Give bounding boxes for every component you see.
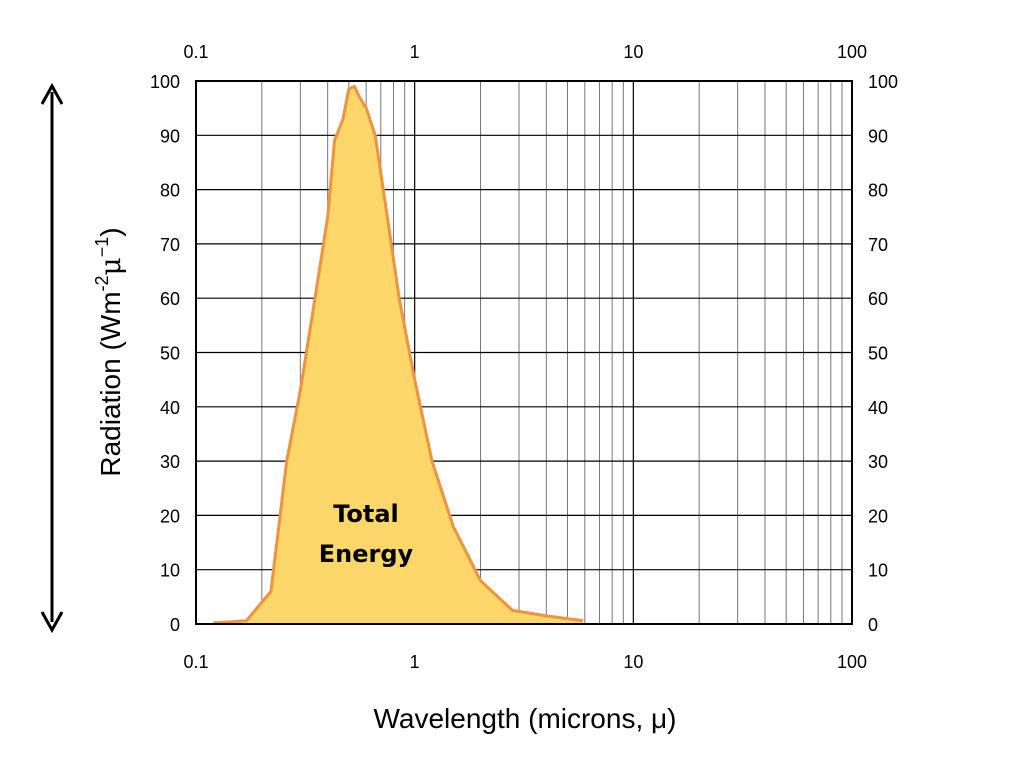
y-tick-label-right: 20 — [868, 506, 888, 526]
annotation-total: Total — [333, 500, 399, 528]
series-area — [213, 84, 584, 625]
y-tick-label-left: 90 — [160, 126, 180, 146]
y-tick-label-left: 30 — [160, 452, 180, 472]
y-tick-label-left: 40 — [160, 398, 180, 418]
x-tick-label-bottom: 100 — [837, 652, 867, 672]
x-tick-label-bottom: 10 — [623, 652, 643, 672]
x-tick-label-bottom: 1 — [410, 652, 420, 672]
x-tick-label-top: 0.1 — [183, 42, 208, 62]
x-tick-label-top: 1 — [410, 42, 420, 62]
y-axis-title-sup2: −1 — [92, 237, 112, 258]
y-axis-title-main: Radiation (Wm — [95, 291, 126, 476]
double-arrow-head-top — [40, 82, 64, 105]
y-tick-label-right: 60 — [868, 289, 888, 309]
x-axis-title: Wavelength (microns, μ) — [374, 703, 677, 734]
y-tick-label-right: 50 — [868, 344, 888, 364]
double-arrow-icon — [40, 82, 64, 634]
y-tick-label-right: 40 — [868, 398, 888, 418]
annotation-energy: Energy — [319, 540, 414, 568]
y-axis-title: Radiation (Wm-2μ−1) — [92, 227, 127, 476]
x-tick-label-bottom: 0.1 — [183, 652, 208, 672]
x-tick-label-top: 100 — [837, 42, 867, 62]
y-tick-labels-left: 0 10 20 30 40 50 60 70 80 90 100 — [150, 72, 180, 635]
y-tick-label-left: 60 — [160, 289, 180, 309]
y-tick-label-left: 0 — [170, 615, 180, 635]
y-tick-label-right: 100 — [868, 72, 898, 92]
y-tick-label-right: 10 — [868, 561, 888, 581]
y-tick-label-right: 70 — [868, 235, 888, 255]
y-tick-label-left: 80 — [160, 181, 180, 201]
y-tick-label-right: 80 — [868, 181, 888, 201]
y-axis-title-close: ) — [95, 227, 126, 236]
y-tick-label-left: 20 — [160, 506, 180, 526]
series-fill — [213, 86, 584, 624]
x-tick-label-top: 10 — [623, 42, 643, 62]
y-tick-label-left: 50 — [160, 344, 180, 364]
x-tick-labels-bottom: 0.1 1 10 100 — [183, 652, 867, 672]
y-tick-label-left: 10 — [160, 561, 180, 581]
y-tick-labels-right: 0 10 20 30 40 50 60 70 80 90 100 — [868, 72, 898, 635]
plot-frame — [195, 80, 853, 625]
y-tick-label-left: 100 — [150, 72, 180, 92]
x-tick-labels-top: 0.1 1 10 100 — [183, 42, 867, 62]
y-axis-title-sup1: -2 — [92, 275, 112, 291]
y-tick-label-left: 70 — [160, 235, 180, 255]
y-tick-label-right: 30 — [868, 452, 888, 472]
y-axis-title-mu: μ — [94, 257, 127, 275]
double-arrow-head-bottom — [40, 611, 64, 634]
y-tick-label-right: 0 — [868, 615, 878, 635]
y-tick-label-right: 90 — [868, 126, 888, 146]
